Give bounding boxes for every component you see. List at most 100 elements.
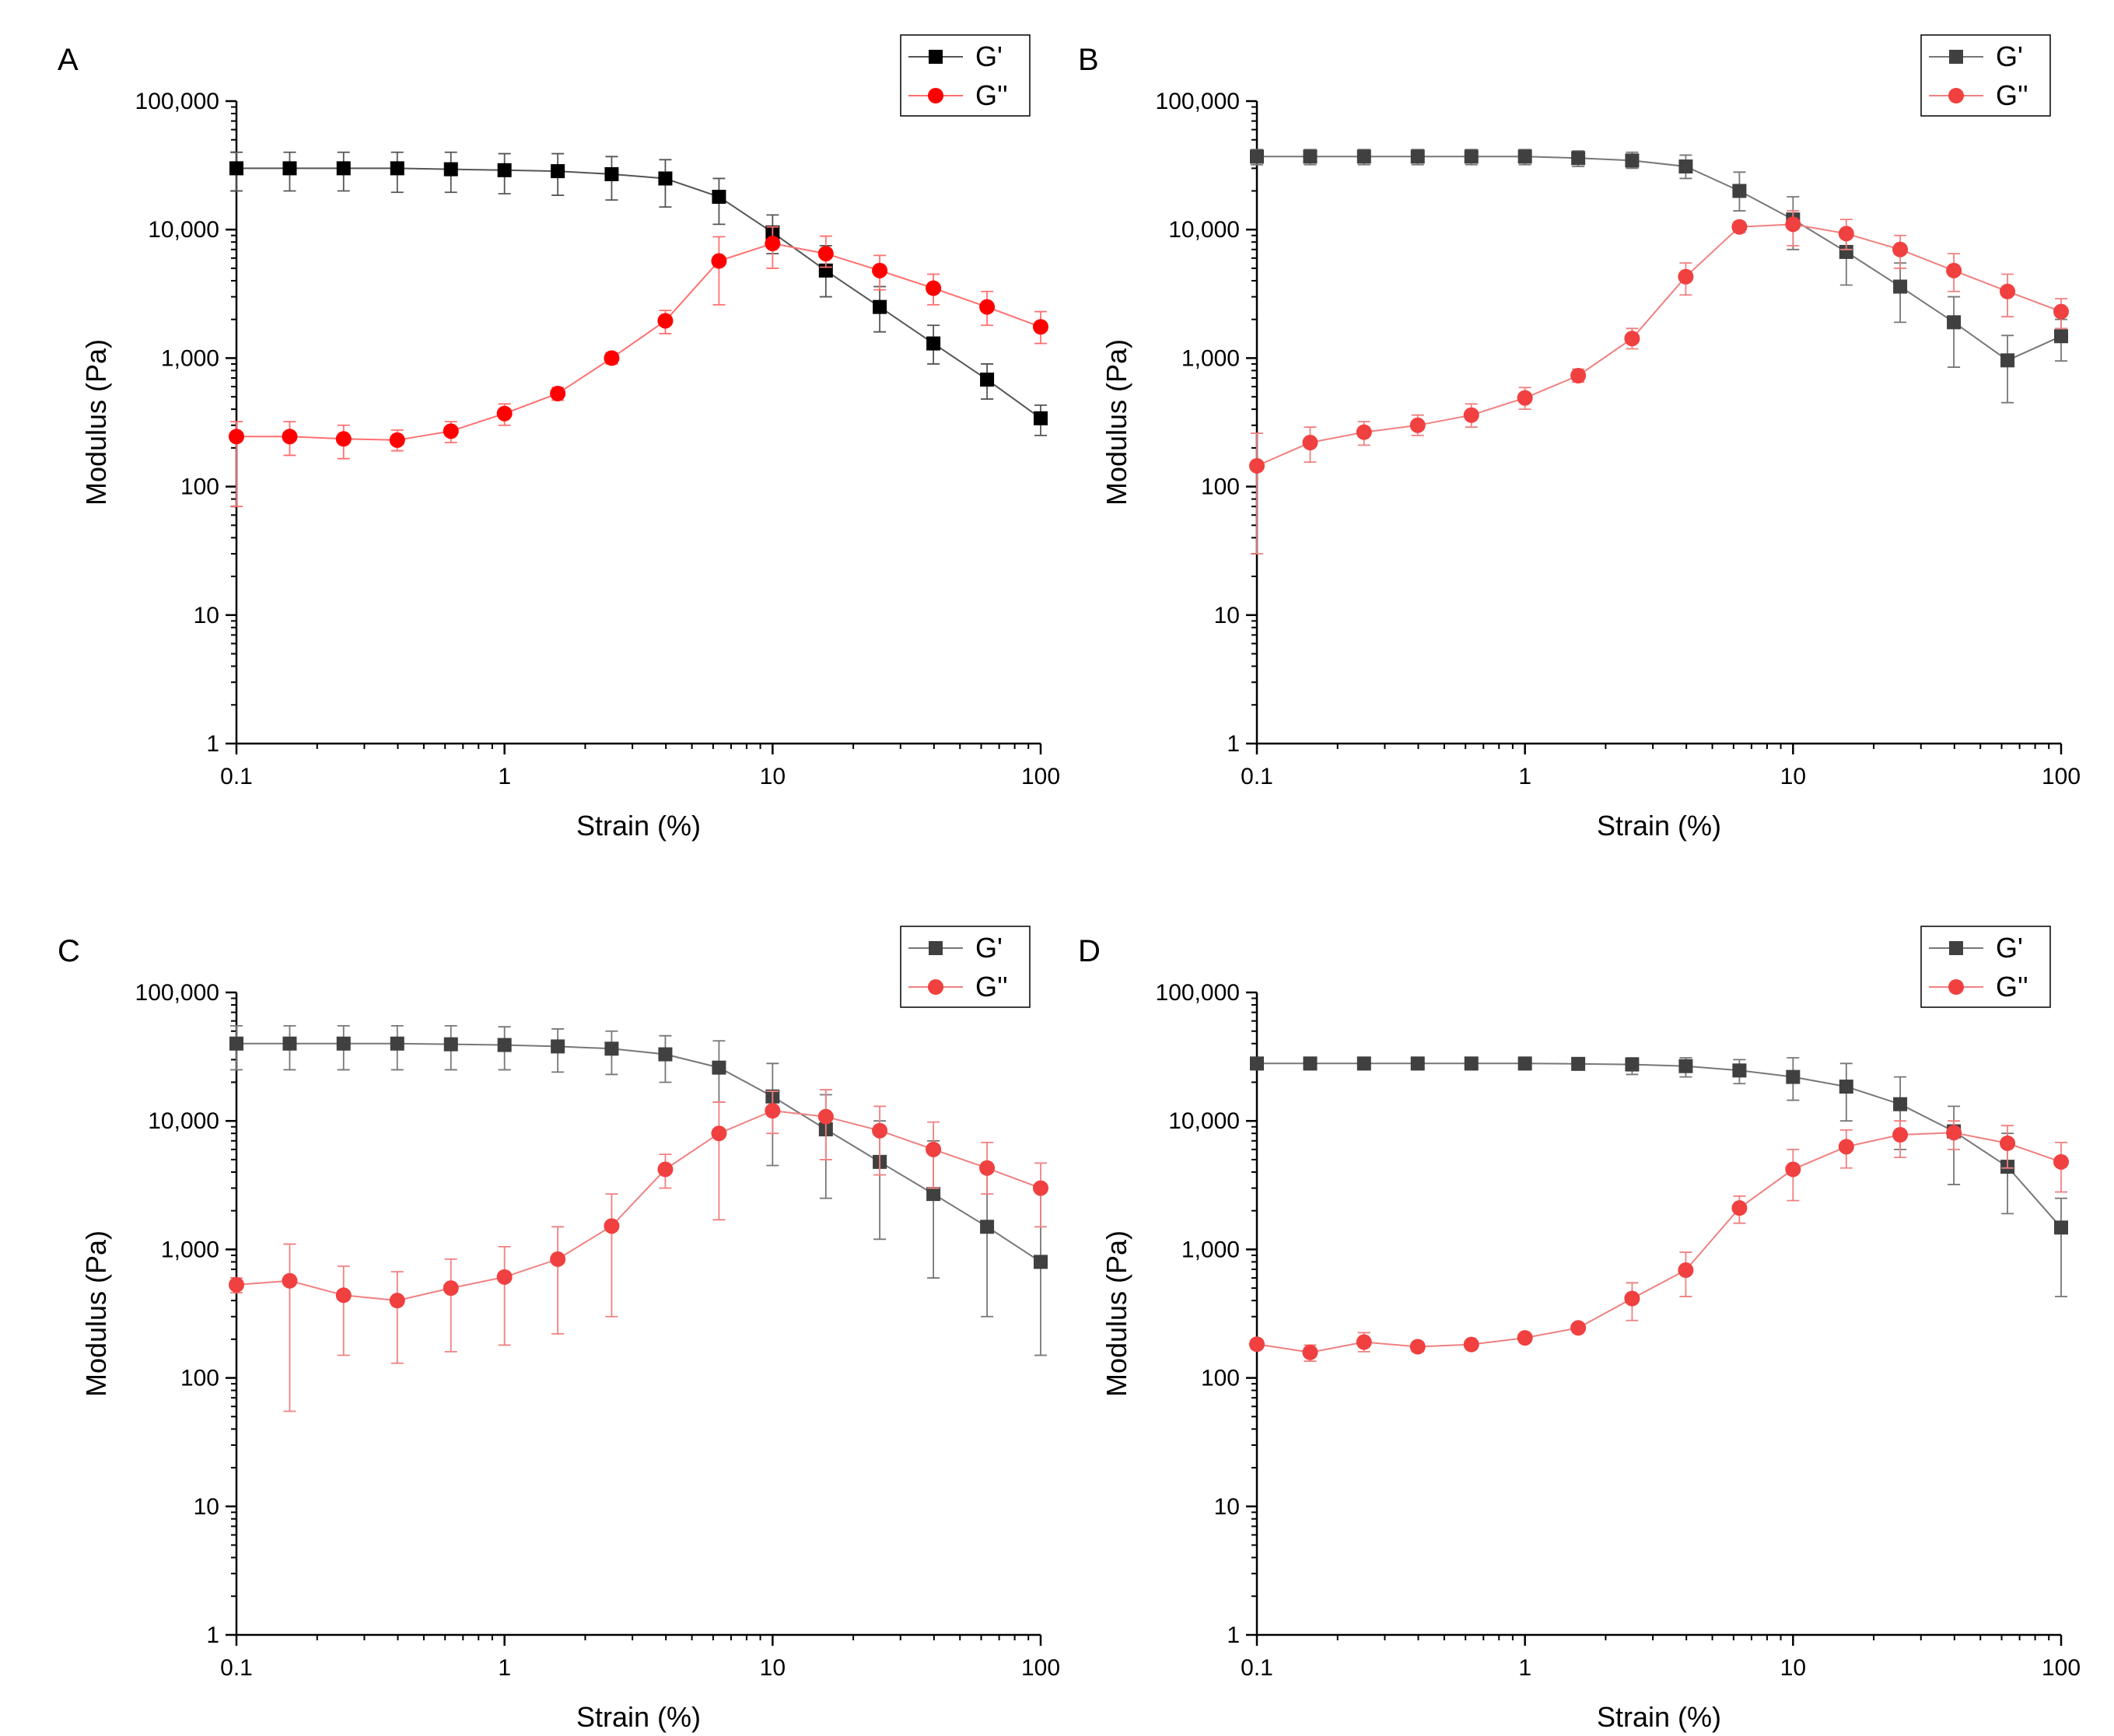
data-point-circle <box>389 1293 405 1309</box>
data-point-circle <box>1356 1334 1372 1350</box>
data-point-square <box>1464 149 1479 164</box>
series-line <box>1256 1132 2062 1353</box>
data-point-circle <box>1302 435 1318 451</box>
x-tick-label: 10 <box>760 1655 786 1681</box>
data-point-circle <box>1517 1330 1533 1346</box>
legend-marker-square <box>929 941 943 955</box>
data-point-square <box>497 163 512 177</box>
data-point-square <box>1356 1056 1371 1071</box>
data-point-square <box>1303 1056 1318 1071</box>
series-g-double-prime <box>1249 1120 2069 1362</box>
data-point-square <box>1464 1056 1479 1071</box>
y-tick-label: 100,000 <box>1156 89 1240 114</box>
data-point-square <box>1034 1255 1048 1269</box>
data-point-square <box>390 1036 404 1051</box>
data-point-square <box>1356 149 1371 164</box>
data-point-circle <box>817 246 834 262</box>
data-point-circle <box>1517 390 1533 406</box>
data-point-circle <box>979 299 996 315</box>
y-axis-title: Modulus (Pa) <box>80 1230 112 1397</box>
series-g-prime <box>1250 1056 2068 1297</box>
data-point-circle <box>1249 1336 1265 1353</box>
data-point-square <box>1625 1057 1640 1072</box>
legend-label: G' <box>975 932 1003 964</box>
data-point-circle <box>817 1108 834 1125</box>
data-point-square <box>1034 411 1048 425</box>
data-point-circle <box>1678 1262 1694 1279</box>
legend-box <box>1920 34 2051 117</box>
data-point-square <box>712 190 726 205</box>
data-point-circle <box>1409 1339 1426 1355</box>
data-point-square <box>443 1037 458 1052</box>
y-tick-label: 10 <box>1214 1494 1240 1520</box>
data-point-circle <box>657 1161 674 1178</box>
data-point-square <box>658 171 673 186</box>
y-tick-label: 1,000 <box>1181 345 1240 371</box>
data-point-circle <box>1624 331 1640 347</box>
x-tick-label: 1 <box>498 1655 511 1681</box>
data-point-circle <box>1946 1125 1962 1141</box>
data-point-square <box>1893 1097 1908 1111</box>
panel-label: C <box>58 934 80 968</box>
data-point-square <box>873 299 887 314</box>
x-tick-label: 10 <box>1780 1655 1806 1681</box>
data-point-circle <box>926 280 942 296</box>
data-point-circle <box>282 1272 298 1289</box>
data-point-circle <box>1892 1127 1909 1143</box>
data-point-circle <box>1570 367 1587 383</box>
y-tick-label: 10,000 <box>148 217 219 243</box>
x-tick-label: 0.1 <box>220 1655 253 1681</box>
data-point-circle <box>657 313 674 329</box>
data-point-circle <box>1838 1139 1854 1155</box>
y-axis-title: Modulus (Pa) <box>80 339 112 506</box>
data-point-square <box>980 373 995 387</box>
y-tick-label: 100 <box>1201 1366 1240 1391</box>
data-point-square <box>229 1036 243 1051</box>
data-point-square <box>497 1038 512 1052</box>
data-point-circle <box>496 405 513 422</box>
y-tick-label: 10 <box>194 603 219 628</box>
data-point-square <box>1410 149 1425 164</box>
data-point-circle <box>2053 303 2069 320</box>
data-point-circle <box>979 1160 996 1176</box>
series-line <box>1257 1062 2062 1228</box>
data-point-circle <box>604 350 620 366</box>
data-point-square <box>1250 149 1264 164</box>
data-point-square <box>1678 159 1693 174</box>
data-point-square <box>604 1041 619 1056</box>
data-point-square <box>1517 1056 1532 1071</box>
data-point-circle <box>1946 262 1962 278</box>
x-tick-label: 10 <box>760 764 786 789</box>
y-tick-label: 10 <box>1214 603 1240 628</box>
y-tick-label: 1 <box>206 731 219 757</box>
data-point-circle <box>711 1125 727 1142</box>
data-point-circle <box>1678 268 1694 285</box>
series-g-double-prime <box>1249 210 2069 555</box>
data-point-square <box>390 161 404 176</box>
legend-box <box>1920 926 2051 1008</box>
data-point-square <box>551 1039 565 1054</box>
data-point-circle <box>229 429 244 445</box>
legend-label: G'' <box>1996 971 2028 1003</box>
legend: G' G'' <box>1920 34 2051 117</box>
data-point-circle <box>229 1276 244 1293</box>
x-tick-label: 100 <box>2042 764 2081 789</box>
x-tick-label: 1 <box>1518 764 1531 789</box>
data-point-square <box>1732 184 1747 198</box>
y-tick-label: 1,000 <box>1181 1237 1240 1262</box>
series-g-double-prime <box>229 226 1048 508</box>
data-point-square <box>1571 151 1586 166</box>
series-line <box>236 1042 1041 1263</box>
data-point-circle <box>550 385 566 401</box>
x-tick-label: 0.1 <box>1241 764 1273 789</box>
y-tick-label: 100,000 <box>1156 980 1240 1006</box>
data-point-square <box>443 162 458 177</box>
data-point-square <box>1893 279 1908 294</box>
series-line <box>1256 223 2062 467</box>
data-point-square <box>1303 149 1318 164</box>
legend: G' G'' <box>900 34 1031 117</box>
data-point-square <box>1786 1069 1801 1084</box>
data-point-circle <box>765 1103 781 1119</box>
